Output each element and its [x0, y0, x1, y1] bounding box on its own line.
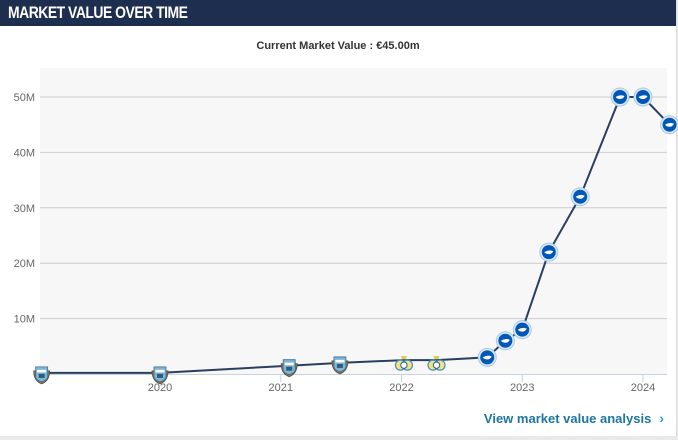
data-point-club-crest-icon-blue-circle[interactable]: [633, 87, 653, 107]
y-tick-label: 30M: [14, 203, 35, 215]
data-point-club-crest-icon-blue-circle[interactable]: [570, 187, 590, 207]
y-tick-label: 50M: [14, 92, 35, 104]
x-tick-label: 2022: [389, 382, 413, 394]
data-point-club-crest-icon-yellow-blue[interactable]: [394, 356, 414, 371]
plot-area: [40, 68, 667, 374]
data-point-club-crest-icon-lightblue-bronze[interactable]: [33, 366, 51, 385]
data-point-club-crest-icon-lightblue-bronze[interactable]: [151, 366, 169, 385]
x-tick-label: 2023: [510, 382, 534, 394]
data-point-club-crest-icon-lightblue-bronze[interactable]: [331, 356, 349, 375]
data-point-club-crest-icon-blue-circle[interactable]: [477, 347, 497, 367]
current-market-value: Current Market Value : €45.00m: [256, 40, 420, 52]
link-label: View market value analysis: [483, 410, 652, 426]
data-point-club-crest-icon-blue-circle[interactable]: [660, 115, 678, 135]
view-market-value-analysis-link[interactable]: View market value analysis ›: [484, 410, 664, 426]
card-title: MARKET VALUE OVER TIME: [8, 3, 188, 22]
data-point-club-crest-icon-blue-circle[interactable]: [512, 320, 532, 340]
y-tick-label: 20M: [14, 258, 35, 270]
series-line-market-value: [41, 96, 671, 374]
x-tick-label: 2024: [631, 382, 655, 394]
x-tick-label: 2020: [148, 382, 172, 394]
data-point-club-crest-icon-blue-circle[interactable]: [610, 87, 630, 107]
y-axis: 10M 20M 30M 40M 50M: [14, 92, 35, 326]
data-point-club-crest-icon-blue-circle[interactable]: [539, 242, 559, 262]
data-point-club-crest-icon-blue-circle[interactable]: [495, 331, 515, 351]
x-axis: 2020 2021 2022 2023 2024: [148, 374, 655, 394]
grid-lines: [40, 96, 667, 375]
y-tick-label: 40M: [14, 147, 35, 159]
chevron-right-icon: ›: [659, 410, 664, 426]
data-markers: [33, 87, 678, 385]
card-header: MARKET VALUE OVER TIME: [0, 0, 676, 26]
y-tick-label: 10M: [14, 314, 35, 326]
data-point-club-crest-icon-yellow-blue[interactable]: [427, 356, 446, 371]
data-point-club-crest-icon-lightblue-bronze[interactable]: [280, 359, 298, 378]
x-tick-label: 2021: [269, 382, 293, 394]
